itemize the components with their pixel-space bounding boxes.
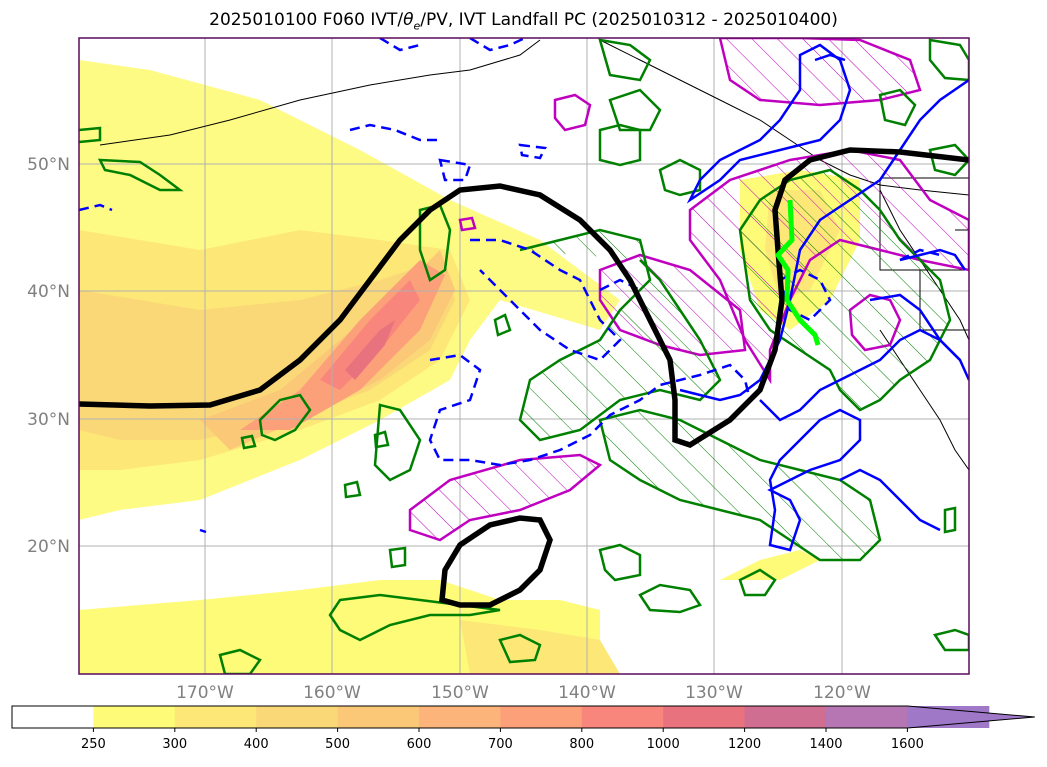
map-plot-area [79, 38, 969, 674]
title-rest: /PV, IVT Landfall PC (2025010312 - 20250… [420, 10, 838, 30]
lon-label: 170°W [176, 683, 234, 703]
colorbar: 250 300 400 500 600 700 800 1000 1200 1400 1600 [11, 705, 1035, 752]
colorbar-segment [12, 706, 94, 728]
colorbar-segment [581, 706, 664, 728]
colorbar-segment [744, 706, 827, 728]
colorbar-tick-label: 1600 [891, 737, 924, 752]
colorbar-segment [419, 706, 501, 728]
lon-label: 130°W [685, 683, 743, 703]
colorbar-segment [826, 706, 908, 728]
title-theta: θ [403, 10, 414, 30]
colorbar-tick-label: 600 [407, 737, 432, 752]
title-subscript: e [413, 19, 421, 33]
geopotential-contours [79, 147, 969, 608]
lat-label: 50°N [27, 155, 70, 175]
longitude-labels: 170°W 160°W 150°W 140°W 130°W 120°W [176, 683, 871, 703]
title-main: 2025010100 F060 IVT/ [209, 10, 404, 30]
colorbar-tick-label: 500 [325, 737, 350, 752]
colorbar-segment [663, 706, 746, 728]
blue-contours [199, 43, 969, 552]
map-frame [78, 37, 970, 675]
colorbar-outline [11, 705, 1035, 729]
lat-label: 40°N [27, 282, 70, 302]
colorbar-tick-label: 800 [569, 737, 594, 752]
colorbar-tick-label: 1400 [809, 737, 842, 752]
lon-label: 150°W [431, 683, 489, 703]
colorbar-tick-label: 1200 [728, 737, 761, 752]
colorbar-tick-label: 700 [488, 737, 513, 752]
colorbar-segment [93, 706, 176, 728]
landfall-line [774, 199, 821, 346]
colorbar-tick-label: 400 [244, 737, 269, 752]
lat-label: 20°N [27, 537, 70, 557]
colorbar-tick-label: 1000 [647, 737, 680, 752]
colorbar-tick-label: 300 [162, 737, 187, 752]
latitude-labels: 50°N 40°N 30°N 20°N [27, 155, 70, 557]
colorbar-segment [500, 706, 583, 728]
colorbar-tick-label: 250 [81, 737, 106, 752]
colorbar-segment [174, 706, 257, 728]
colorbar-segment [256, 706, 339, 728]
blue-dashed-contours [79, 38, 941, 467]
colorbar-segment [337, 706, 420, 728]
colorbar-extend-arrow [907, 706, 1035, 728]
lon-label: 140°W [558, 683, 616, 703]
lon-label: 120°W [813, 683, 871, 703]
lon-label: 160°W [303, 683, 361, 703]
lat-label: 30°N [27, 410, 70, 430]
page-title: 2025010100 F060 IVT/θe/PV, IVT Landfall … [0, 10, 1047, 32]
